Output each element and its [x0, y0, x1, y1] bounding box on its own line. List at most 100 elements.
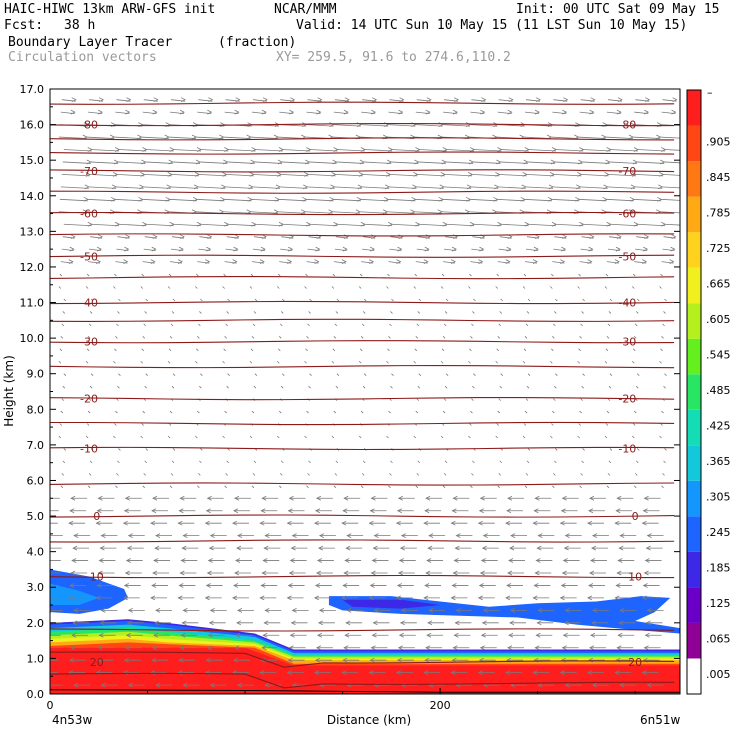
vector-arrow [281, 161, 310, 164]
temperature-contour [50, 628, 675, 632]
temperature-contour [50, 446, 675, 451]
vector-arrow [581, 460, 584, 464]
vector-arrow [551, 273, 554, 277]
vector-arrow [551, 198, 580, 202]
vector-arrowhead [181, 620, 187, 626]
vector-arrow [662, 323, 665, 327]
vector-arrowhead [562, 234, 568, 240]
temperature-contour [50, 421, 675, 426]
vector-arrowhead [236, 620, 242, 626]
vector-arrowhead [232, 520, 238, 526]
vector-arrowhead [510, 608, 516, 613]
vector-arrowhead [617, 97, 623, 103]
vector-arrowhead [671, 109, 677, 115]
vector-arrow [633, 410, 637, 414]
elevated-plume-left-core [50, 583, 99, 606]
vector-arrow [170, 323, 174, 327]
vector-arrow [443, 186, 472, 189]
vector-arrow [470, 410, 473, 414]
vector-arrowhead [478, 259, 484, 264]
vector-arrow [416, 398, 420, 401]
vector-arrow [227, 373, 230, 376]
y-axis: 0.0 1.0 2.0 3.0 4.0 5.0 6.0 7.0 8.0 9.0 10.0 11.0 12… [20, 83, 680, 701]
vector-arrow [199, 460, 202, 464]
vector-arrow [579, 186, 608, 189]
vector-arrowhead [618, 545, 624, 551]
vector-arrow [444, 174, 473, 177]
vector-arrow [633, 198, 662, 202]
vector-arrow [143, 473, 147, 476]
vector-arrow [141, 273, 145, 277]
vector-arrow [550, 136, 579, 139]
vector-arrow [636, 161, 665, 164]
vector-arrow [58, 286, 62, 289]
vector-arrowhead [287, 259, 293, 264]
fcst-value: 38 h [64, 18, 96, 33]
vector-arrowhead [370, 109, 377, 115]
vector-arrowhead [341, 670, 347, 676]
vector-arrow [118, 149, 147, 152]
vector-arrowhead [482, 533, 488, 538]
contour-label: -60 [80, 208, 98, 221]
vector-arrowhead [290, 620, 296, 626]
colorbar-label: .425 [706, 420, 731, 433]
temperature-contour [50, 364, 675, 369]
vector-arrowhead [315, 570, 322, 576]
vector-arrowhead [261, 570, 267, 576]
vector-arrow [388, 485, 391, 489]
vector-arrowhead [616, 234, 622, 240]
vector-arrowhead [314, 259, 320, 264]
colorbar-swatch [687, 516, 701, 552]
vector-arrow [606, 186, 635, 189]
vector-arrow [168, 136, 197, 139]
vector-arrow [418, 223, 447, 227]
vector-arrow [605, 423, 609, 426]
vector-arrow [113, 435, 116, 439]
vector-arrow [659, 435, 662, 439]
vector-arrow [552, 186, 581, 189]
vector-arrowhead [453, 97, 459, 103]
vector-arrowhead [127, 682, 133, 688]
vector-arrow [416, 174, 445, 177]
vector-arrowhead [259, 259, 265, 264]
vector-arrow [442, 485, 446, 489]
temperature-contour [50, 672, 675, 689]
vector-arrowhead [589, 234, 595, 240]
vector-arrowhead [124, 495, 130, 501]
vector-arrow [444, 311, 448, 314]
vector-arrowhead [398, 632, 404, 638]
vector-arrow [144, 385, 148, 389]
vector-arrow [281, 298, 285, 302]
y-tick-label: 4.0 [27, 546, 45, 559]
vector-arrowhead [508, 558, 514, 563]
vector-arrow [87, 410, 91, 414]
vector-arrow [335, 460, 339, 464]
vector-arrowhead [205, 259, 211, 264]
vector-arrowhead [233, 583, 239, 588]
vector-arrow [309, 373, 312, 376]
vector-arrowhead [479, 246, 485, 252]
vector-arrow [86, 273, 90, 277]
vector-arrow [222, 435, 225, 439]
vector-arrow [469, 348, 472, 352]
vector-arrow [636, 448, 640, 451]
vector-arrow [359, 211, 388, 214]
vector-arrowhead [564, 533, 570, 538]
vector-arrow [522, 360, 526, 364]
vector-arrow [60, 186, 89, 189]
vector-arrowhead [313, 670, 320, 676]
vector-arrowhead [614, 259, 620, 264]
temperature-contour [50, 300, 675, 305]
vector-arrowhead [314, 583, 321, 588]
vector-arrowhead [646, 682, 652, 688]
vector-arrow [604, 136, 633, 139]
vector-arrowhead [592, 682, 598, 688]
vector-arrowhead [153, 632, 159, 638]
vector-arrowhead [342, 508, 348, 514]
y-tick-label: 8.0 [27, 403, 45, 416]
vector-arrowhead [614, 595, 620, 601]
vector-arrowhead [396, 508, 402, 514]
vector-arrow [609, 149, 638, 152]
vector-arrowhead [178, 657, 184, 663]
vector-arrowhead [507, 495, 513, 501]
